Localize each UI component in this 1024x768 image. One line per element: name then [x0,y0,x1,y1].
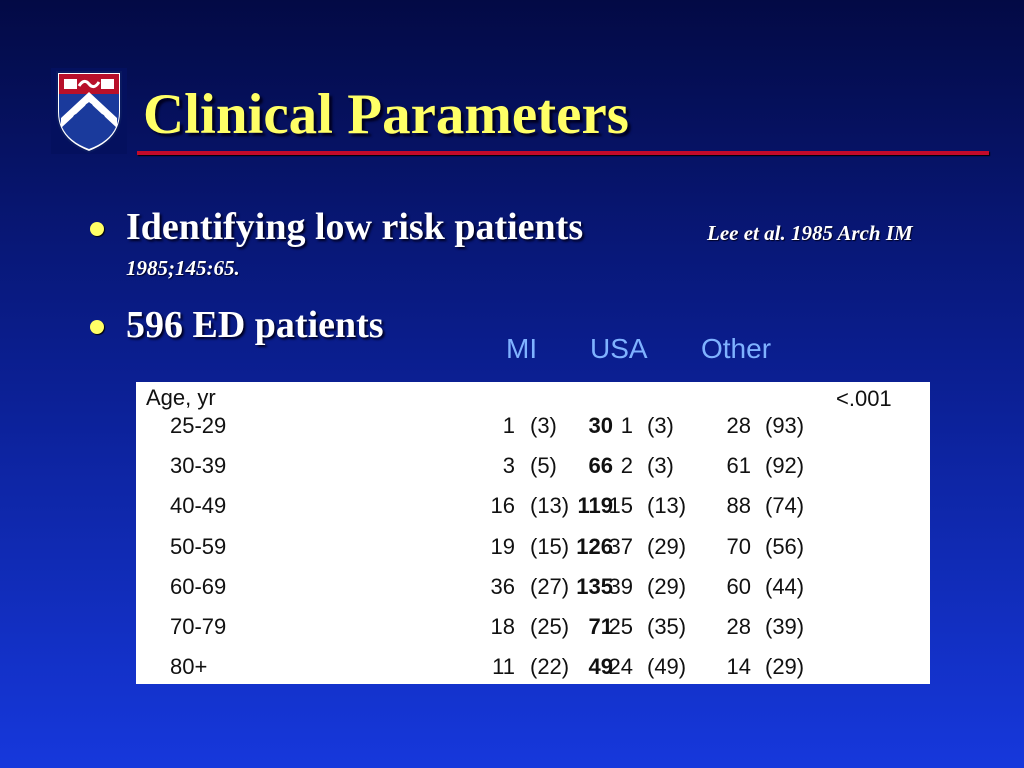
age-range-cell: 25-29 [170,413,227,438]
mi-count-cell: 11 [492,654,515,680]
total-count-cell: 49 [588,654,613,680]
usa-percent-cell: (35) [647,614,687,639]
mi-count-cell: 18 [490,614,515,639]
usa-percent-cell: (29) [647,533,687,559]
usa-count-cell: 37 [608,533,633,559]
age-range-cell: 80+ [170,654,208,680]
other-percent-cell: (29) [765,654,805,680]
university-shield-logo [51,68,127,154]
mi-count-cell: 19 [490,533,515,559]
other-percent-cell: (44) [765,573,805,599]
usa-percent-cell: (29) [647,573,687,599]
usa-percent-cell: (3) [647,413,674,438]
column-header-mi: MI [506,333,538,364]
other-percent-cell: (74) [765,493,805,519]
mi-count-cell: 3 [502,453,515,479]
other-percent-cell: (93) [765,413,805,438]
column-header-other: Other [701,333,772,364]
other-count-cell: 28 [726,614,751,639]
age-range-cell: 50-59 [170,533,227,559]
slide-title: Clinical Parameters [143,83,629,146]
other-percent-cell: (56) [765,533,805,559]
usa-count-cell: 2 [620,453,633,479]
other-count-cell: 70 [726,533,751,559]
bullet-dot [90,320,104,334]
mi-count-cell: 36 [490,573,515,599]
bullet-ed-patients: 596 ED patients [126,304,384,346]
total-count-cell: 66 [588,453,613,479]
other-count-cell: 88 [726,493,751,519]
age-range-cell: 70-79 [170,614,227,639]
age-header: Age, yr [146,385,216,410]
usa-count-cell: 1 [620,413,633,438]
age-range-cell: 60-69 [170,573,227,599]
usa-count-cell: 15 [608,493,633,519]
usa-percent-cell: (49) [647,654,687,680]
title-underline [137,151,989,155]
other-count-cell: 14 [726,654,751,680]
age-data-table: Age, yr <.001 25-29 30 1 (3) 1 (3) 28 (93) 30-39… [136,382,930,684]
total-count-cell: 30 [588,413,613,438]
mi-percent-cell: (5) [530,453,557,479]
mi-percent-cell: (13) [530,493,570,519]
mi-percent-cell: (25) [530,614,570,639]
other-percent-cell: (39) [765,614,805,639]
other-count-cell: 61 [726,453,751,479]
age-range-cell: 40-49 [170,493,227,519]
mi-percent-cell: (3) [530,413,557,438]
total-count-cell: 135 [576,573,613,599]
usa-count-cell: 24 [608,654,633,680]
other-percent-cell: (92) [765,453,805,479]
citation-line-2: 1985;145:65. [126,256,240,280]
other-count-cell: 60 [726,573,751,599]
usa-count-cell: 39 [608,573,633,599]
age-range-cell: 30-39 [170,453,227,479]
other-count-cell: 28 [726,413,751,438]
total-count-cell: 126 [576,533,613,559]
shield-icon [56,71,122,154]
mi-count-cell: 16 [490,493,515,519]
citation-line-1: Lee et al. 1985 Arch IM [707,221,913,245]
total-count-cell: 119 [577,493,614,519]
total-count-cell: 71 [588,614,613,639]
usa-percent-cell: (3) [647,453,674,479]
p-value: <.001 [836,386,892,411]
usa-count-cell: 25 [608,614,633,639]
usa-percent-cell: (13) [647,493,687,519]
mi-count-cell: 1 [502,413,515,438]
mi-percent-cell: (27) [530,573,570,599]
column-header-usa: USA [590,333,648,364]
bullet-dot [90,222,104,236]
mi-percent-cell: (15) [530,533,570,559]
bullet-identifying-low-risk: Identifying low risk patients [126,206,584,248]
mi-percent-cell: (22) [530,654,570,680]
